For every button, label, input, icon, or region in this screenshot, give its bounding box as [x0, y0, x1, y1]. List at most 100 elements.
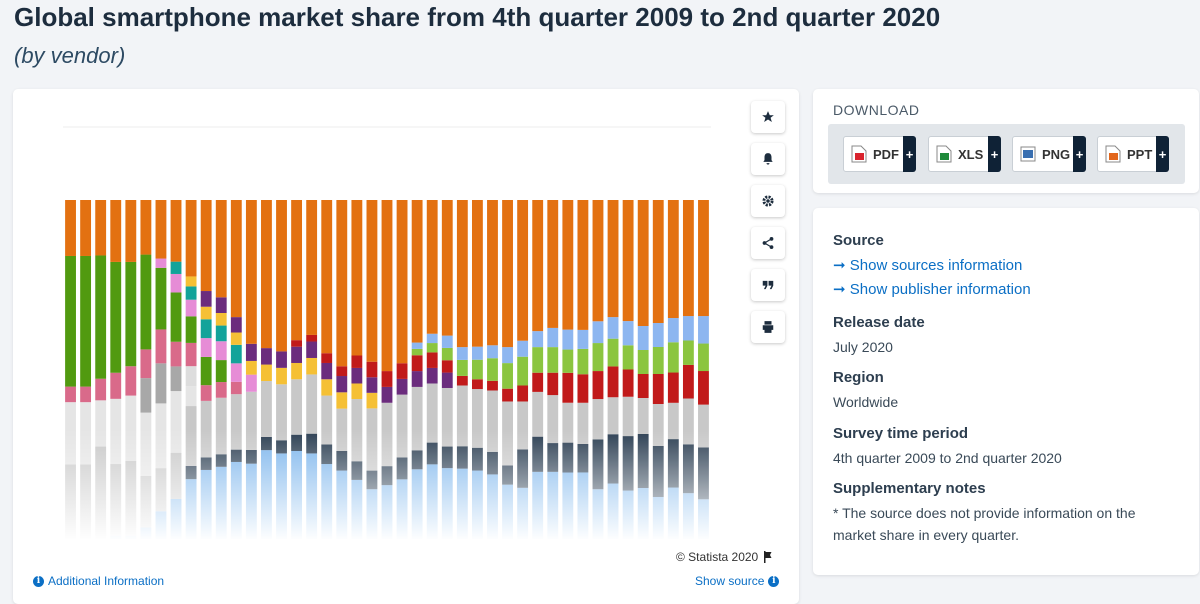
bar-segment[interactable]: [185, 200, 197, 277]
bar-segment[interactable]: [80, 386, 92, 403]
bar-segment[interactable]: [532, 372, 544, 392]
bar-segment[interactable]: [562, 402, 574, 443]
bar-segment[interactable]: [351, 383, 363, 400]
bar-segment[interactable]: [185, 299, 197, 317]
bar-segment[interactable]: [622, 345, 634, 370]
bar-segment[interactable]: [577, 329, 589, 349]
bar-segment[interactable]: [95, 400, 107, 447]
bar-segment[interactable]: [140, 254, 152, 350]
bar-segment[interactable]: [140, 378, 152, 413]
show-source-link[interactable]: Show source i: [695, 574, 780, 588]
bar-segment[interactable]: [471, 200, 483, 347]
bar-segment[interactable]: [215, 313, 227, 326]
bar-segment[interactable]: [562, 329, 574, 350]
show-sources-link[interactable]: ➞ Show sources information: [833, 254, 1031, 278]
bar-segment[interactable]: [230, 332, 242, 345]
bar-segment[interactable]: [230, 344, 242, 364]
bar-segment[interactable]: [336, 376, 348, 393]
share-button[interactable]: [751, 227, 785, 259]
bar-segment[interactable]: [276, 351, 287, 368]
bar-segment[interactable]: [200, 319, 212, 339]
bar-segment[interactable]: [170, 261, 182, 274]
bar-segment[interactable]: [517, 200, 529, 341]
bar-segment[interactable]: [562, 372, 574, 403]
bar-segment[interactable]: [487, 345, 498, 359]
bar-segment[interactable]: [607, 397, 619, 435]
bar-segment[interactable]: [441, 347, 453, 361]
bar-segment[interactable]: [276, 367, 287, 385]
bar-segment[interactable]: [411, 342, 423, 349]
favorite-button[interactable]: [751, 101, 785, 133]
bar-segment[interactable]: [125, 395, 137, 461]
bar-segment[interactable]: [411, 200, 423, 343]
bar-segment[interactable]: [577, 402, 589, 444]
bar-segment[interactable]: [622, 200, 634, 322]
bar-segment[interactable]: [170, 200, 182, 262]
bar-segment[interactable]: [95, 200, 107, 256]
bar-segment[interactable]: [351, 200, 363, 356]
bar-segment[interactable]: [652, 323, 664, 347]
bar-segment[interactable]: [200, 306, 212, 320]
bar-segment[interactable]: [291, 340, 303, 347]
bar-segment[interactable]: [622, 369, 634, 397]
bar-segment[interactable]: [396, 394, 408, 458]
bar-segment[interactable]: [80, 200, 92, 256]
print-button[interactable]: [751, 311, 785, 343]
bar-segment[interactable]: [110, 261, 122, 373]
bar-segment[interactable]: [487, 380, 498, 391]
bar-segment[interactable]: [441, 387, 453, 447]
download-png-button[interactable]: PNG +: [1012, 136, 1086, 172]
bar-segment[interactable]: [155, 267, 167, 330]
bar-segment[interactable]: [652, 200, 664, 323]
bar-segment[interactable]: [441, 335, 453, 348]
bar-segment[interactable]: [682, 200, 694, 317]
bar-segment[interactable]: [547, 372, 559, 396]
bar-segment[interactable]: [140, 349, 152, 379]
notification-button[interactable]: [751, 143, 785, 175]
bar-segment[interactable]: [185, 276, 197, 287]
bar-segment[interactable]: [592, 321, 604, 344]
bar-segment[interactable]: [155, 329, 167, 364]
bar-segment[interactable]: [230, 363, 242, 382]
bar-segment[interactable]: [291, 379, 303, 435]
bar-segment[interactable]: [698, 316, 709, 344]
bar-segment[interactable]: [215, 382, 227, 398]
bar-segment[interactable]: [95, 255, 107, 379]
bar-segment[interactable]: [261, 381, 272, 437]
bar-segment[interactable]: [698, 371, 709, 405]
bar-segment[interactable]: [245, 343, 257, 361]
bar-segment[interactable]: [592, 200, 604, 322]
bar-segment[interactable]: [170, 391, 182, 453]
bar-segment[interactable]: [456, 200, 468, 348]
bar-segment[interactable]: [230, 317, 242, 333]
bar-segment[interactable]: [185, 316, 197, 343]
bar-segment[interactable]: [215, 297, 227, 313]
bar-segment[interactable]: [125, 366, 137, 396]
bar-segment[interactable]: [170, 341, 182, 367]
bar-segment[interactable]: [170, 366, 182, 392]
bar-segment[interactable]: [291, 200, 303, 341]
bar-segment[interactable]: [306, 357, 318, 375]
bar-segment[interactable]: [471, 359, 483, 380]
show-publisher-link[interactable]: ➞ Show publisher information: [833, 278, 1031, 302]
bar-segment[interactable]: [667, 342, 679, 373]
bar-segment[interactable]: [261, 200, 272, 349]
bar-segment[interactable]: [502, 200, 513, 348]
bar-segment[interactable]: [381, 386, 393, 403]
bar-segment[interactable]: [517, 385, 529, 402]
bar-segment[interactable]: [652, 404, 664, 446]
bar-segment[interactable]: [110, 200, 122, 262]
bar-segment[interactable]: [170, 292, 182, 342]
bar-segment[interactable]: [366, 377, 378, 393]
bar-segment[interactable]: [652, 374, 664, 404]
bar-segment[interactable]: [426, 367, 438, 384]
bar-segment[interactable]: [321, 395, 333, 445]
bar-segment[interactable]: [291, 346, 303, 363]
bar-segment[interactable]: [562, 200, 574, 330]
bar-segment[interactable]: [622, 321, 634, 346]
download-ppt-button[interactable]: PPT +: [1097, 136, 1169, 172]
bar-segment[interactable]: [95, 378, 107, 401]
bar-segment[interactable]: [682, 364, 694, 399]
bar-segment[interactable]: [667, 372, 679, 403]
bar-segment[interactable]: [426, 343, 438, 353]
